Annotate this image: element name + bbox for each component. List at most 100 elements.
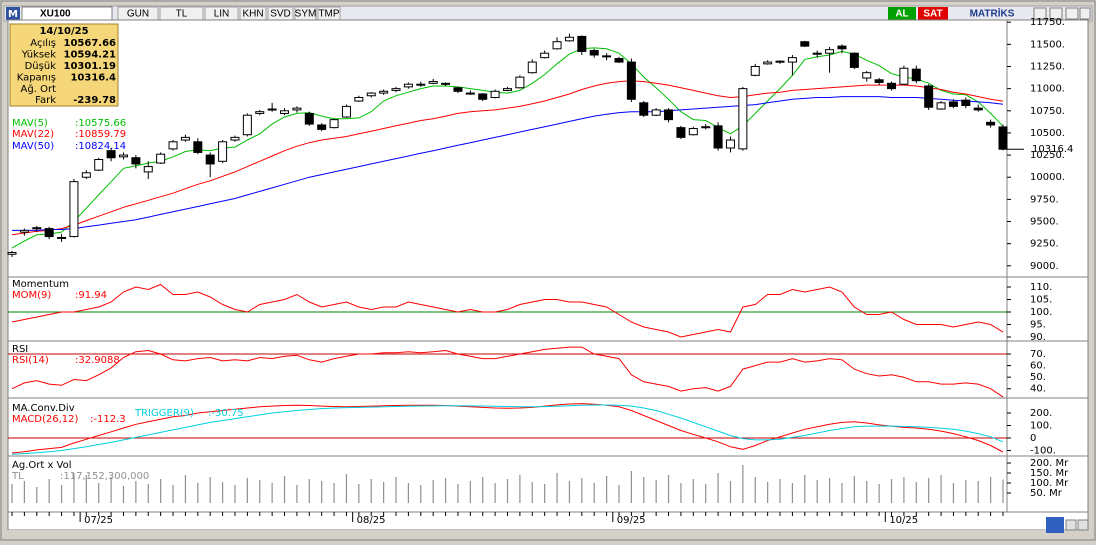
status-bar: [4, 530, 1092, 538]
candle-body: [676, 127, 686, 138]
candle-body: [131, 157, 141, 165]
restore-button[interactable]: [1065, 7, 1079, 20]
volume-bar: [915, 482, 917, 503]
candle-body: [812, 52, 822, 55]
close-button[interactable]: [1079, 7, 1091, 20]
indicator-line: [11, 403, 1004, 454]
candle-body: [899, 67, 909, 85]
volume-bar: [420, 485, 422, 503]
sell-label[interactable]: SAT: [923, 9, 942, 20]
toolbar-button-label[interactable]: LIN: [214, 9, 230, 20]
candle-body: [280, 110, 290, 114]
volume-bar: [791, 483, 794, 503]
volume-bar: [568, 481, 571, 503]
candle-body: [998, 126, 1008, 150]
legend-name: TRIGGER(9): [134, 408, 194, 419]
volume-bar: [717, 473, 719, 503]
volume-bar: [531, 482, 533, 503]
y-tick-label: 9750.: [1030, 194, 1059, 205]
volume-bar: [1002, 479, 1004, 503]
volume-bar: [692, 479, 694, 503]
volume-bar: [940, 475, 942, 503]
toolbar-button-label[interactable]: TMP: [318, 9, 339, 20]
candle-body: [948, 101, 958, 107]
info-value: -239.78: [73, 95, 116, 106]
toolbar-button-label[interactable]: KHN: [242, 9, 263, 20]
y-tick-label: 40.: [1030, 384, 1046, 395]
volume-bar: [890, 479, 893, 503]
volume-bar: [110, 477, 112, 503]
candle-body: [304, 112, 314, 125]
candle-body: [428, 81, 438, 84]
volume-bar: [234, 485, 236, 503]
candle-body: [44, 228, 54, 238]
buy-label[interactable]: AL: [895, 9, 908, 20]
candle-body: [267, 108, 277, 111]
scroll-right[interactable]: [1077, 519, 1089, 531]
panel-title: RSI: [12, 344, 28, 355]
candle-body: [205, 154, 215, 165]
candle-body: [106, 150, 116, 159]
candle-body: [32, 227, 42, 230]
min-button[interactable]: [1033, 7, 1047, 20]
volume-bar: [296, 485, 298, 503]
volume-bar: [259, 480, 261, 503]
volume-bar: [321, 481, 323, 503]
indicator-line: [12, 96, 1004, 231]
info-value: 10316.4: [70, 73, 116, 84]
candle-body: [936, 102, 946, 110]
legend-value: :10824.14: [75, 141, 126, 152]
candle-body: [825, 49, 835, 54]
toolbar-button-label[interactable]: SYM: [295, 9, 317, 20]
max-button[interactable]: [1049, 7, 1063, 20]
candle-body: [7, 252, 17, 255]
refresh-button[interactable]: [1046, 517, 1064, 533]
buy-button[interactable]: [888, 7, 916, 20]
y-tick-label: 9500.: [1030, 217, 1059, 228]
candle-body: [540, 52, 550, 59]
y-tick-label: 100.: [1030, 307, 1052, 318]
info-label: Fark: [35, 95, 56, 106]
y-tick-label: 11500.: [1030, 39, 1065, 50]
volume-bar: [903, 477, 905, 503]
y-tick-label: 50.: [1030, 372, 1046, 383]
legend-name: MAV(5): [12, 118, 48, 129]
legend-name: MOM(9): [12, 290, 51, 301]
volume-bar: [977, 481, 979, 503]
volume-bar: [23, 481, 25, 503]
volume-bar: [160, 479, 162, 503]
candle-body: [924, 85, 934, 108]
toolbar-button-label[interactable]: SVD: [270, 9, 291, 20]
info-label: Kapanış: [17, 73, 56, 84]
volume-bar: [184, 475, 187, 503]
y-tick-label: 0: [1030, 433, 1036, 444]
candle-body: [193, 141, 203, 153]
candle-body: [602, 55, 612, 58]
y-tick-label: 10750.: [1030, 106, 1065, 117]
volume-bar: [432, 480, 434, 503]
candle-body: [416, 83, 426, 86]
volume-bar: [853, 476, 855, 503]
candle-body: [911, 68, 921, 82]
volume-bar: [457, 484, 459, 503]
candle-body: [664, 109, 674, 121]
toolbar-button-label[interactable]: TL: [176, 9, 188, 20]
candle-body: [651, 109, 661, 116]
scroll-left[interactable]: [1065, 519, 1077, 531]
y-tick-label: 70.: [1030, 349, 1046, 360]
info-label: Ağ. Ort: [21, 83, 57, 95]
volume-bar: [209, 477, 211, 503]
volume-bar: [667, 475, 670, 503]
sell-button[interactable]: [918, 7, 948, 20]
volume-bar: [246, 478, 248, 503]
toolbar-button-label[interactable]: GUN: [127, 9, 149, 20]
volume-bar: [345, 474, 348, 503]
volume-bar: [395, 477, 397, 503]
candle-body: [329, 119, 339, 129]
indicator-line: [11, 47, 1004, 249]
candle-body: [242, 114, 252, 136]
info-value: 10301.19: [63, 61, 116, 72]
symbol[interactable]: XU100: [40, 9, 71, 20]
volume-bar: [828, 478, 831, 503]
